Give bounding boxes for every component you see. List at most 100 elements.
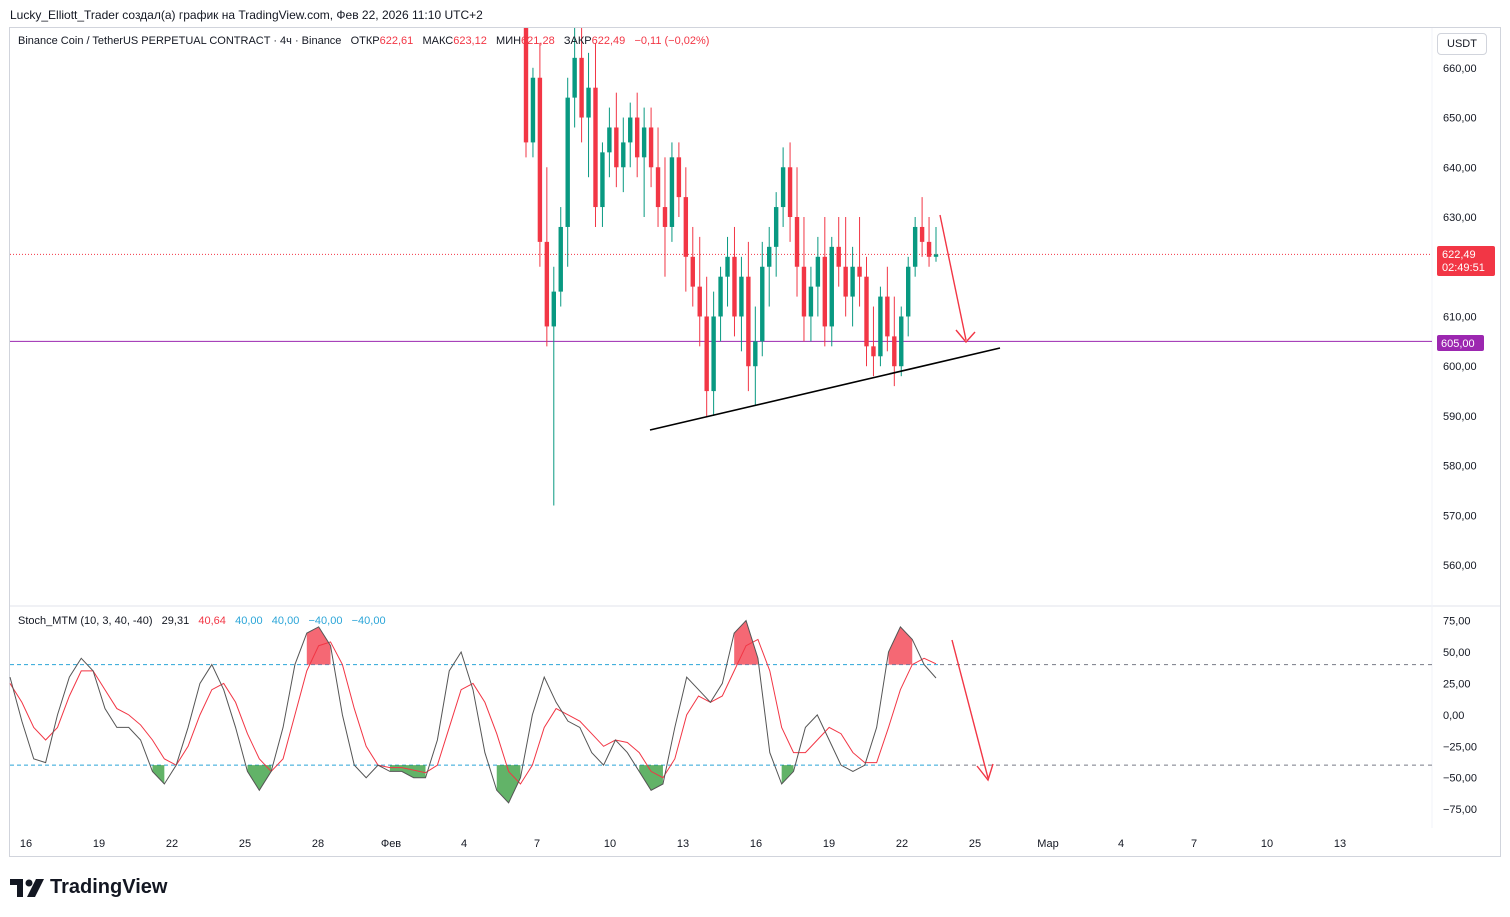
candle-body: [551, 291, 556, 327]
candle[interactable]: [690, 226, 695, 307]
candle[interactable]: [780, 147, 786, 227]
time-tick-label: 10: [604, 838, 616, 850]
candle[interactable]: [926, 217, 932, 267]
candle[interactable]: [648, 107, 654, 188]
candle[interactable]: [544, 167, 550, 347]
candle[interactable]: [899, 306, 904, 377]
candle[interactable]: [621, 117, 626, 193]
candle[interactable]: [933, 226, 939, 262]
candle[interactable]: [878, 286, 883, 367]
candle-body: [836, 246, 841, 267]
candle-body: [912, 226, 918, 267]
candle[interactable]: [912, 217, 918, 277]
osc-arrow-head: [976, 763, 994, 782]
candle[interactable]: [634, 92, 640, 178]
tradingview-logo[interactable]: TradingView: [10, 876, 167, 899]
candle[interactable]: [808, 266, 814, 342]
oscillator-axis: 75,00 50,00 25,00 0,00 −25,00 −50,00 −75,00: [1443, 616, 1477, 817]
time-tick-label: 28: [312, 838, 324, 850]
tradingview-logo-text: TradingView: [50, 876, 168, 898]
price-tick-label: 580,00: [1443, 461, 1477, 473]
candle[interactable]: [822, 217, 828, 347]
candle-body: [760, 266, 765, 342]
candle[interactable]: [607, 107, 612, 178]
candle-body: [801, 266, 807, 317]
candle[interactable]: [641, 107, 647, 218]
candle[interactable]: [725, 236, 730, 307]
currency-button[interactable]: USDT: [1437, 33, 1487, 55]
candle[interactable]: [794, 167, 800, 297]
candle[interactable]: [815, 236, 821, 317]
candle[interactable]: [586, 52, 591, 178]
time-tick-label: 13: [677, 838, 689, 850]
time-tick-label: 16: [20, 838, 32, 850]
candle[interactable]: [892, 296, 897, 387]
candle[interactable]: [919, 197, 925, 257]
candle[interactable]: [551, 266, 556, 506]
osc-value-5: −40,00: [308, 615, 343, 627]
candle[interactable]: [523, 28, 529, 158]
candle[interactable]: [787, 142, 793, 242]
candle[interactable]: [739, 256, 744, 352]
candle-body: [614, 127, 619, 168]
candle-body: [864, 276, 869, 347]
candle[interactable]: [850, 246, 855, 327]
time-tick-label: 16: [750, 838, 762, 850]
candle[interactable]: [801, 217, 807, 342]
candle[interactable]: [760, 241, 765, 357]
candle[interactable]: [711, 291, 716, 416]
candle[interactable]: [871, 306, 876, 377]
candle[interactable]: [572, 28, 577, 128]
candle[interactable]: [753, 306, 758, 407]
price-axis: 660,00 650,00 640,00 630,00 610,00 600,00 590,…: [1443, 63, 1477, 572]
candle[interactable]: [683, 167, 689, 292]
candle[interactable]: [732, 226, 737, 337]
candle[interactable]: [593, 42, 598, 227]
candle[interactable]: [628, 102, 633, 168]
low-value: 621,28: [521, 35, 555, 47]
time-tick-label: 19: [93, 838, 105, 850]
close-label: ЗАКР: [563, 35, 592, 47]
candle[interactable]: [537, 42, 543, 267]
candle[interactable]: [843, 217, 848, 317]
candle-body: [919, 226, 925, 242]
candle[interactable]: [530, 67, 536, 158]
candle-body: [690, 256, 695, 287]
osc-arrow-shaft[interactable]: [951, 639, 989, 779]
candle[interactable]: [767, 226, 772, 307]
oscillator-legend[interactable]: Stoch_MTM (10, 3, 40, -40) 29,31 40,64 4…: [18, 615, 386, 627]
candle-body: [829, 246, 834, 327]
candle[interactable]: [697, 236, 702, 347]
candle[interactable]: [718, 266, 723, 342]
oversold-fill: [247, 765, 272, 791]
candle[interactable]: [864, 256, 869, 367]
candle[interactable]: [704, 276, 709, 416]
candle[interactable]: [669, 142, 675, 242]
candle[interactable]: [857, 217, 862, 307]
osc-tick-label: −75,00: [1443, 804, 1477, 816]
candle[interactable]: [906, 256, 911, 337]
open-value: 622,61: [379, 35, 414, 47]
candle[interactable]: [614, 92, 619, 188]
candle[interactable]: [676, 142, 682, 218]
candle[interactable]: [600, 142, 605, 227]
candle[interactable]: [836, 217, 841, 287]
candle[interactable]: [655, 127, 661, 227]
support-trendline[interactable]: [649, 347, 1001, 431]
price-arrow-shaft[interactable]: [939, 214, 967, 341]
candle[interactable]: [662, 157, 668, 277]
candle[interactable]: [565, 77, 570, 267]
candle[interactable]: [746, 241, 751, 392]
candle[interactable]: [829, 236, 834, 347]
candle-body: [773, 207, 779, 247]
candle-body: [523, 28, 529, 143]
candle[interactable]: [558, 207, 563, 307]
candle[interactable]: [773, 192, 779, 277]
candle-body: [808, 286, 814, 317]
price-labels: 622,49 02:49:51 605,00: [1437, 246, 1495, 351]
candle[interactable]: [885, 266, 890, 352]
time-tick-label: 7: [1191, 838, 1197, 850]
candle[interactable]: [579, 28, 584, 143]
symbol-legend[interactable]: Binance Coin / TetherUS PERPETUAL CONTRA…: [18, 35, 709, 47]
